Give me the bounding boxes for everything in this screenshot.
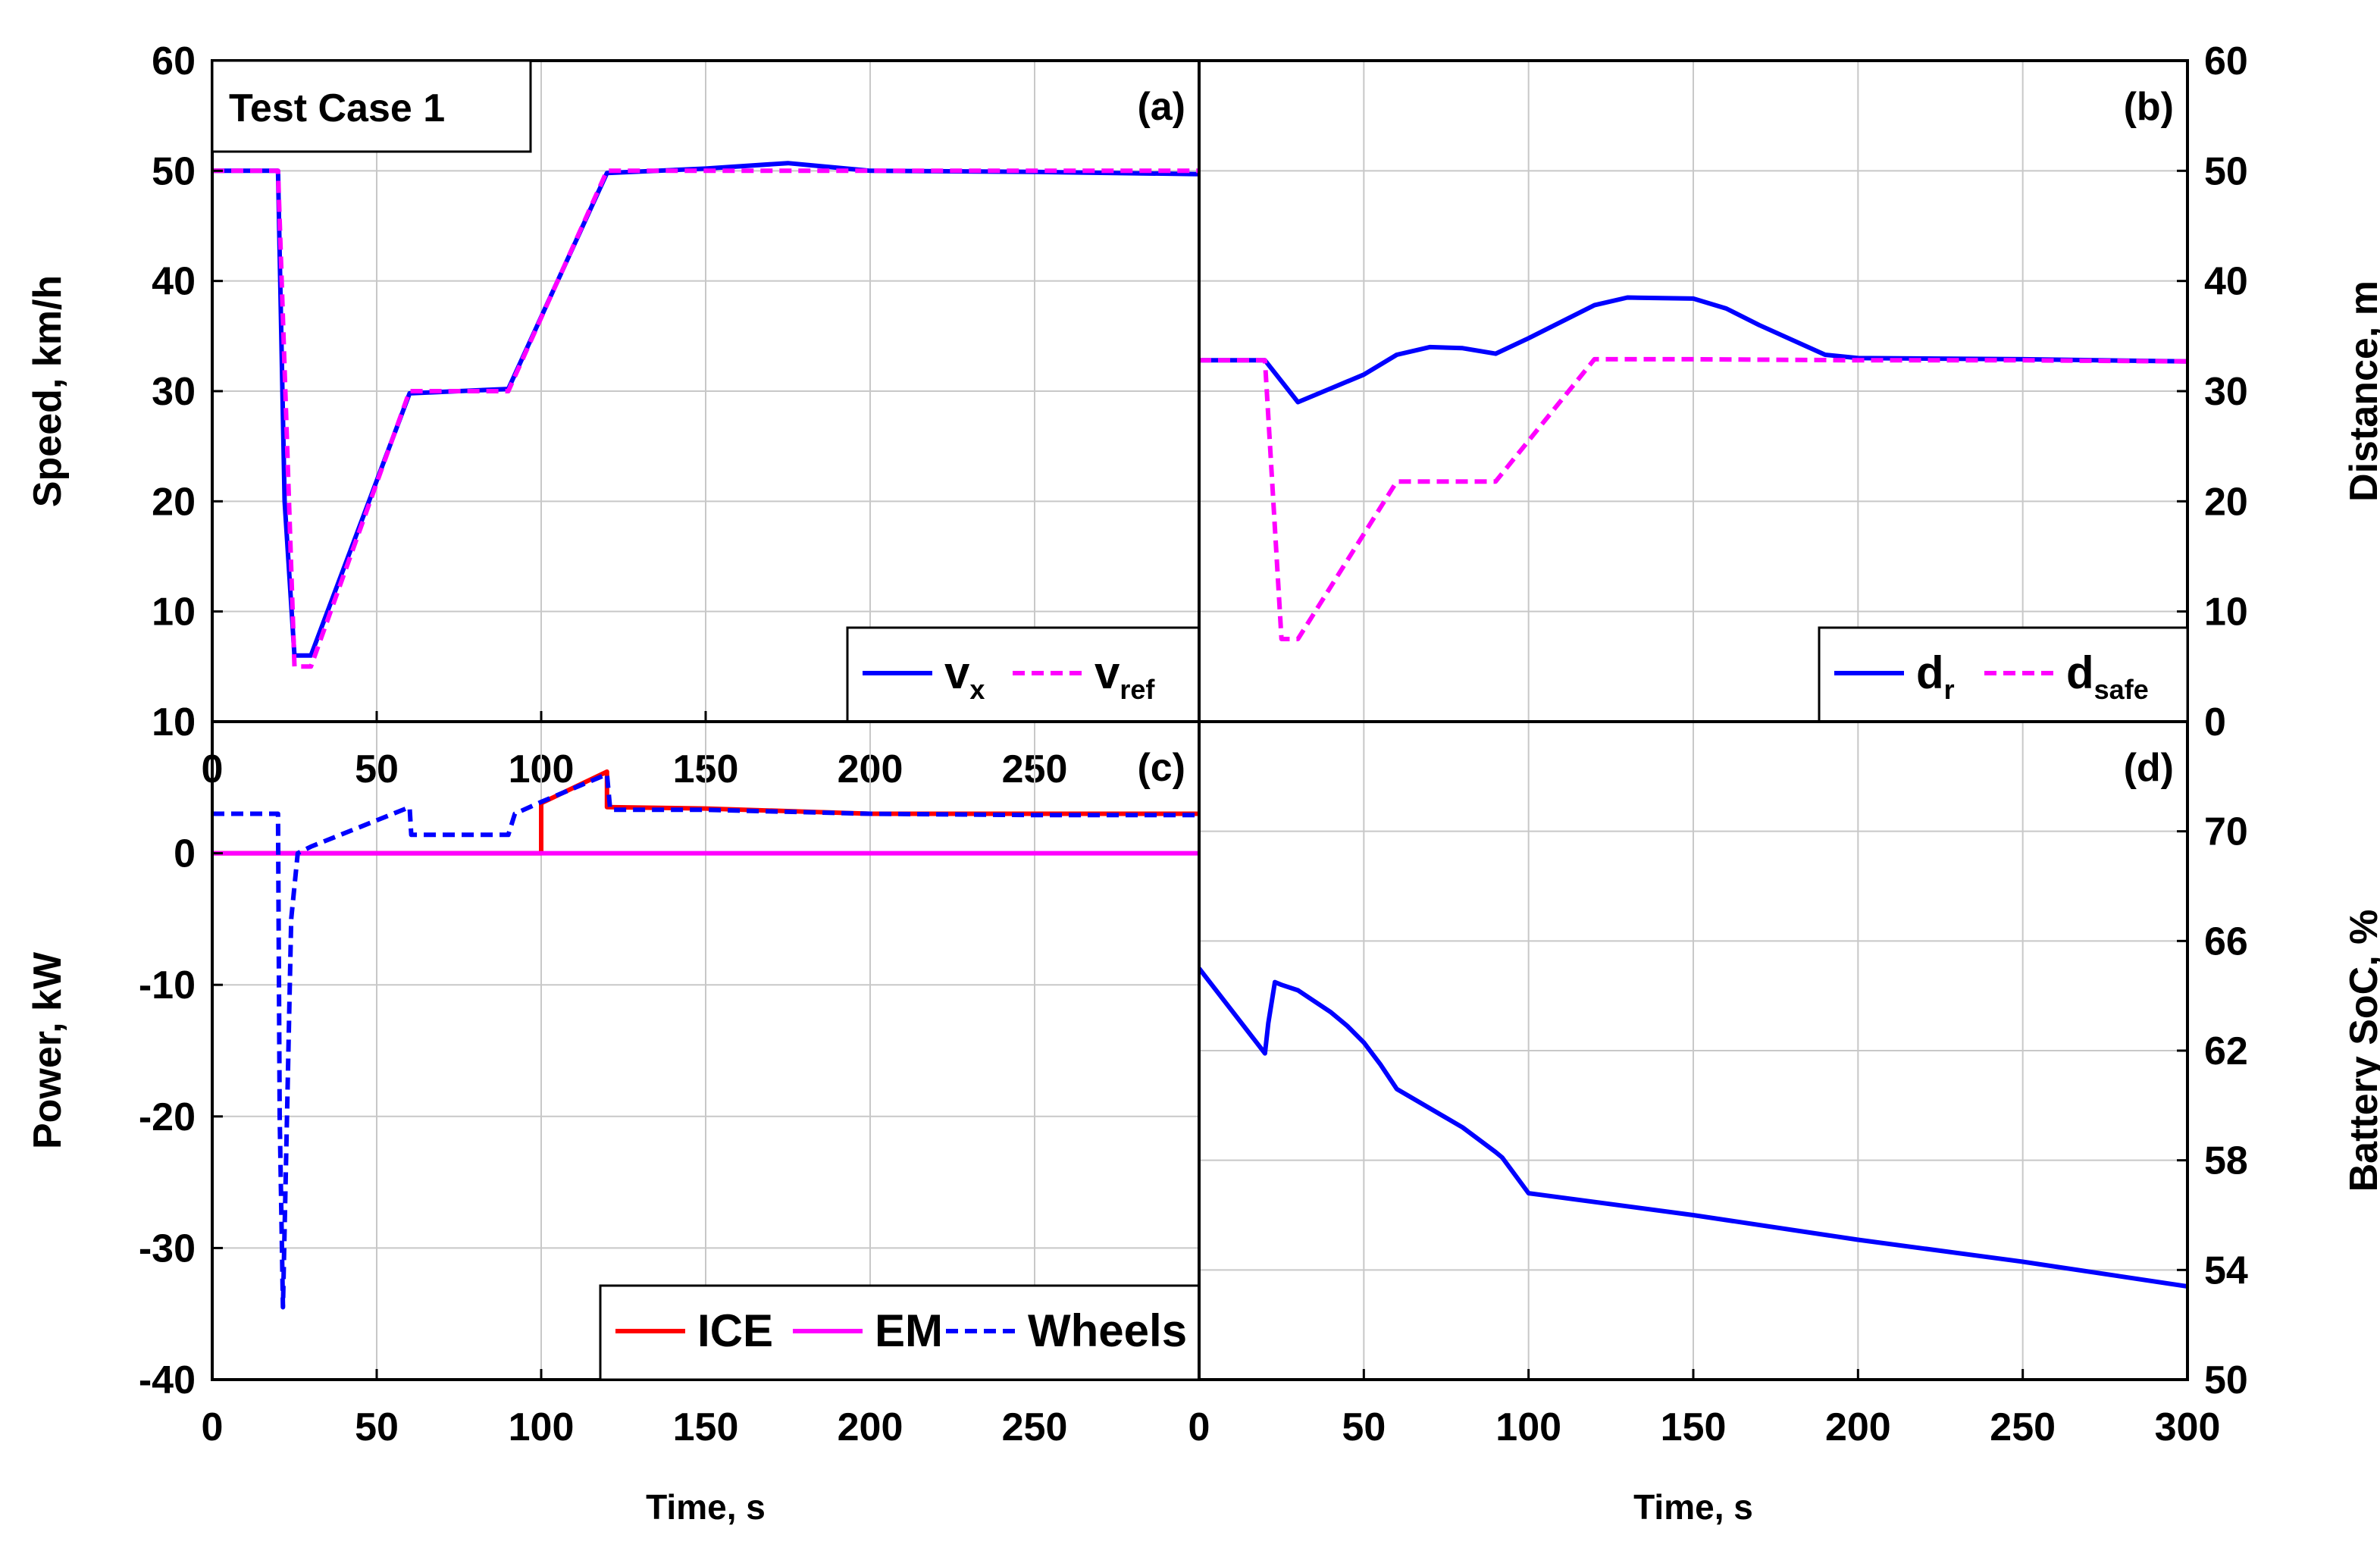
y-tick-label: -10 bbox=[139, 963, 196, 1007]
x-tick-label: 50 bbox=[1342, 1405, 1386, 1449]
legend: vx vref bbox=[846, 626, 1201, 723]
x-tick-label: 150 bbox=[1661, 1405, 1727, 1449]
legend: ICE EM Wheels bbox=[599, 1284, 1201, 1381]
panel-label: (d) bbox=[2124, 746, 2174, 790]
x-tick-label: 0 bbox=[202, 1405, 224, 1449]
y-tick-label: 0 bbox=[174, 700, 196, 744]
legend-label-subscript: safe bbox=[2094, 674, 2149, 705]
series-line-soc bbox=[1199, 966, 2187, 1289]
series-line-d-safe bbox=[1199, 356, 2187, 641]
y-tick-label: 70 bbox=[2204, 810, 2248, 854]
y-axis-label: Speed, km/h bbox=[26, 275, 70, 507]
y-tick-label: 50 bbox=[152, 149, 196, 193]
y-tick-label: 0 bbox=[174, 832, 196, 876]
y-tick-label: 30 bbox=[152, 370, 196, 414]
legend-label-subscript: r bbox=[1944, 674, 1955, 705]
y-tick-label: 20 bbox=[152, 480, 196, 524]
x-tick-label: 200 bbox=[1825, 1405, 1891, 1449]
legend-label: EM bbox=[875, 1305, 943, 1356]
series-line-d-r bbox=[1199, 295, 2187, 405]
y-axis-label: Distance, m bbox=[2342, 280, 2380, 502]
x-axis-label: Time, s bbox=[1633, 1487, 1753, 1527]
panel-label: (b) bbox=[2124, 85, 2174, 129]
x-tick-label: 100 bbox=[509, 1405, 575, 1449]
legend-label: Wheels bbox=[1028, 1305, 1187, 1356]
y-tick-label: 60 bbox=[152, 39, 196, 83]
y-tick-label: 50 bbox=[2204, 149, 2248, 193]
x-tick-label: 200 bbox=[838, 1405, 903, 1449]
y-axis-label: Battery SoC, % bbox=[2342, 910, 2380, 1192]
y-tick-label: 20 bbox=[2204, 480, 2248, 524]
x-tick-label: 150 bbox=[673, 1405, 739, 1449]
series-line-v-ref bbox=[212, 168, 1199, 669]
y-tick-label: 30 bbox=[2204, 370, 2248, 414]
legend-box bbox=[599, 1284, 1201, 1381]
x-tick-label: 300 bbox=[2155, 1405, 2221, 1449]
annotation-box bbox=[211, 59, 532, 153]
legend-label-subscript: ref bbox=[1120, 674, 1155, 705]
legend: dr dsafe bbox=[1818, 626, 2189, 723]
y-tick-label: -40 bbox=[139, 1358, 196, 1402]
annotation-text: Test Case 1 bbox=[229, 86, 445, 130]
x-tick-label: 50 bbox=[355, 1405, 399, 1449]
legend-label: vx bbox=[944, 647, 985, 705]
y-tick-label: 0 bbox=[2204, 700, 2226, 744]
chart-panel-3: 50 54 58 62 66 70 0 50 100 150 200 250 300 Time, s Bat… bbox=[1188, 720, 2380, 1527]
legend-label-subscript: x bbox=[969, 674, 985, 705]
y-tick-label: 40 bbox=[2204, 260, 2248, 304]
panel-label: (a) bbox=[1137, 85, 1185, 129]
y-tick-label: 10 bbox=[2204, 591, 2248, 634]
y-tick-label: 54 bbox=[2204, 1248, 2248, 1292]
y-tick-label: -20 bbox=[139, 1095, 196, 1139]
y-tick-label: 10 bbox=[152, 591, 196, 634]
series-line-wheels bbox=[212, 772, 1199, 1310]
x-axis-label: Time, s bbox=[646, 1487, 766, 1527]
x-tick-label: 100 bbox=[1495, 1405, 1561, 1449]
x-tick-label: 250 bbox=[1990, 1405, 2056, 1449]
y-tick-label: 40 bbox=[152, 260, 196, 304]
panel-label: (c) bbox=[1137, 746, 1185, 790]
y-axis-label: Power, kW bbox=[26, 951, 70, 1149]
y-tick-label: 10 bbox=[152, 700, 196, 744]
y-tick-label: 58 bbox=[2204, 1139, 2248, 1183]
x-tick-label: 0 bbox=[1188, 1405, 1210, 1449]
y-tick-label: 62 bbox=[2204, 1029, 2248, 1073]
y-tick-label: 66 bbox=[2204, 919, 2248, 963]
y-tick-label: -30 bbox=[139, 1226, 196, 1270]
y-tick-label: 50 bbox=[2204, 1358, 2248, 1402]
y-tick-label: 60 bbox=[2204, 39, 2248, 83]
legend-label: ICE bbox=[697, 1305, 773, 1356]
x-tick-label: 250 bbox=[1002, 1405, 1068, 1449]
